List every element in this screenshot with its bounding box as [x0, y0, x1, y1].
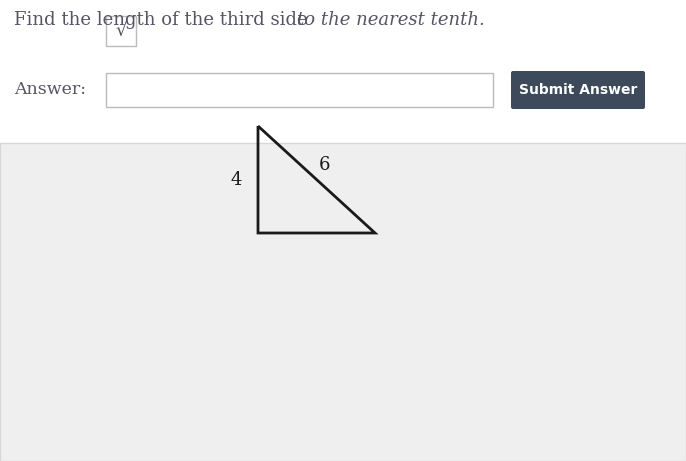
Text: 6: 6 — [319, 156, 331, 174]
Text: 4: 4 — [230, 171, 241, 189]
Text: Submit Answer: Submit Answer — [519, 83, 637, 97]
Bar — [258, 222, 269, 233]
Text: √: √ — [115, 22, 127, 40]
Text: Answer:: Answer: — [14, 82, 86, 99]
FancyBboxPatch shape — [511, 71, 645, 109]
Bar — [106, 16, 136, 46]
Text: Find the length of the third side: Find the length of the third side — [14, 11, 314, 29]
Text: to the nearest tenth.: to the nearest tenth. — [297, 11, 485, 29]
Bar — [0, 143, 686, 461]
Bar — [106, 73, 493, 107]
